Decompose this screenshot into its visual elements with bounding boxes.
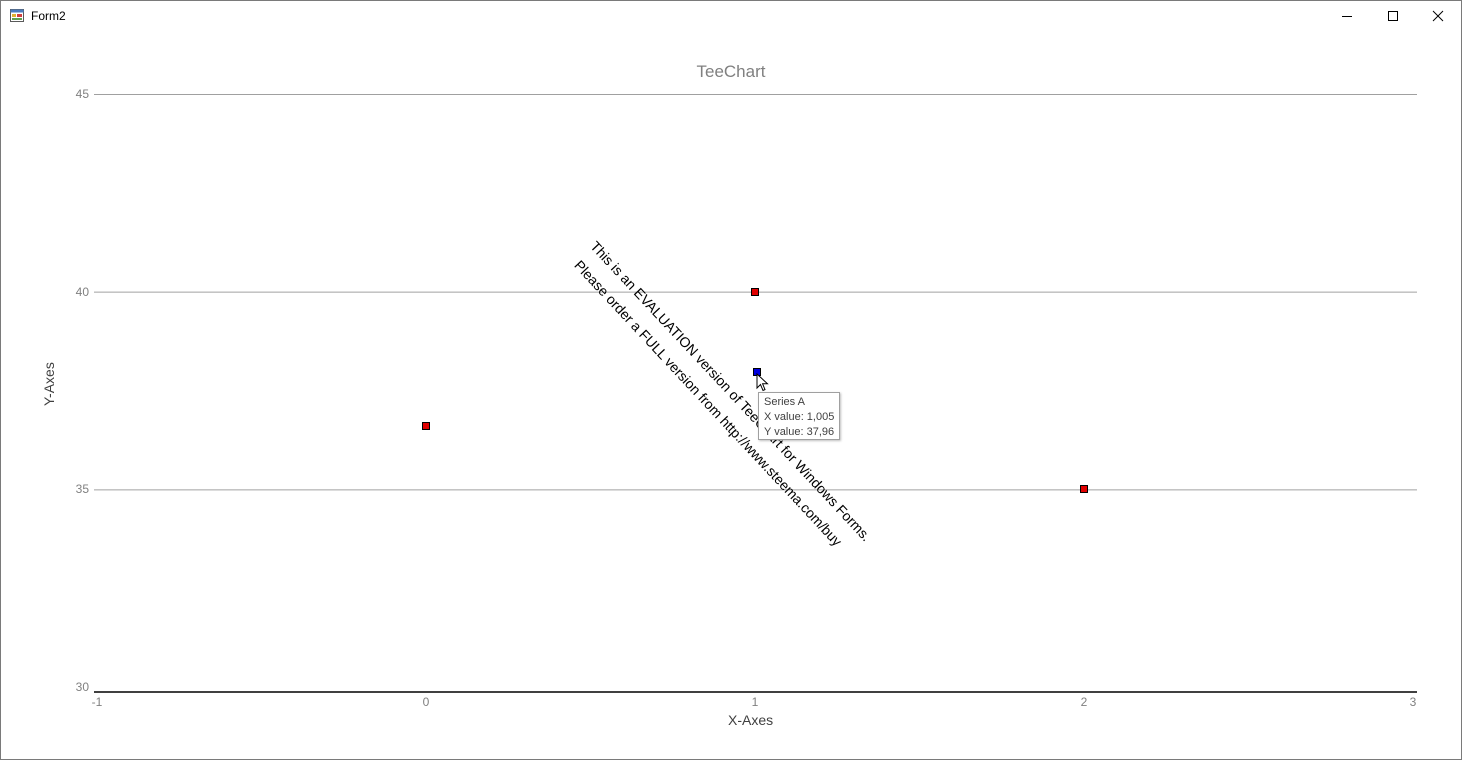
- minimize-button[interactable]: [1324, 1, 1370, 31]
- window-title: Form2: [31, 9, 66, 23]
- y-tick-label: 45: [75, 87, 89, 101]
- y-tick-label: 40: [75, 284, 89, 299]
- form-icon: [10, 9, 24, 22]
- maximize-button[interactable]: [1370, 1, 1416, 31]
- x-axis-title: X-Axes: [728, 712, 774, 728]
- close-icon: [1432, 10, 1444, 22]
- data-point[interactable]: [422, 422, 430, 431]
- tooltip-series: Series A: [764, 396, 805, 408]
- x-tick-label: 2: [1080, 695, 1088, 709]
- x-tick-label: 0: [422, 695, 430, 709]
- point-tooltip: Series A X value: 1,005 Y value: 37,96: [758, 392, 840, 440]
- y-axis-title: Y-Axes: [41, 362, 57, 406]
- data-point[interactable]: [751, 287, 759, 296]
- tee-chart[interactable]: TeeChart 30 35 40 45 -1 0 1 2 3 X-Axes Y-Axes Th…: [1, 32, 1461, 759]
- maximize-icon: [1388, 11, 1398, 21]
- mouse-cursor-icon: [756, 373, 769, 392]
- y-tick-label: 30: [75, 680, 89, 694]
- x-tick-label: 3: [1409, 695, 1417, 709]
- close-button[interactable]: [1415, 1, 1461, 31]
- data-point[interactable]: [1080, 485, 1088, 494]
- minimize-icon: [1342, 16, 1352, 17]
- y-tick-label: 35: [75, 482, 89, 497]
- chart-title: TeeChart: [696, 62, 766, 81]
- title-bar[interactable]: Form2: [1, 1, 1461, 31]
- tooltip-y-value: Y value: 37,96: [764, 426, 835, 438]
- tooltip-x-value: X value: 1,005: [764, 411, 835, 423]
- x-tick-label: -1: [91, 695, 103, 709]
- x-tick-label: 1: [751, 695, 759, 709]
